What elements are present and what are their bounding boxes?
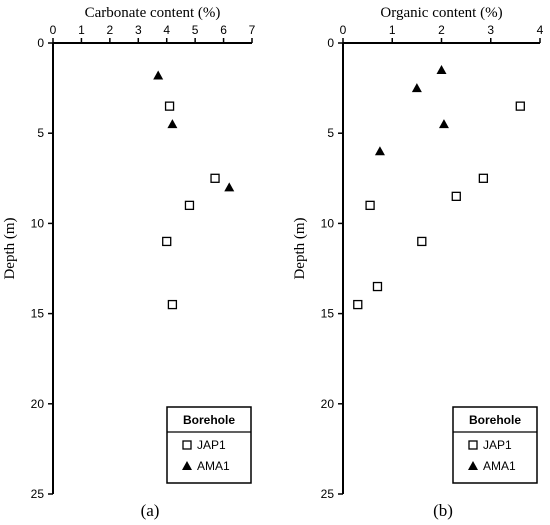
y-tick-label: 15 bbox=[321, 307, 335, 321]
legend-item-jap1: JAP1 bbox=[468, 438, 512, 452]
legend-label: JAP1 bbox=[197, 438, 226, 452]
chart-panel-a: 0 1 2 3 4 5 6 7 0 5 10 15 20 25 Carbonate content (%) D… bbox=[2, 5, 256, 520]
x-tick-label: 3 bbox=[487, 23, 494, 37]
legend-marker-square bbox=[182, 440, 192, 450]
y-axis-title: Depth (m) bbox=[2, 217, 18, 279]
data-point-triangle bbox=[167, 119, 178, 129]
series-ama1 bbox=[374, 65, 449, 156]
x-tick-label: 2 bbox=[438, 23, 445, 37]
y-tick-label: 0 bbox=[37, 36, 44, 50]
legend-title: Borehole bbox=[183, 413, 235, 427]
data-point-square bbox=[210, 173, 220, 183]
x-tick-label: 3 bbox=[135, 23, 142, 37]
y-tick-label: 5 bbox=[327, 126, 334, 140]
data-point-square bbox=[515, 101, 525, 111]
x-tick-label: 1 bbox=[389, 23, 396, 37]
legend-marker-square bbox=[468, 440, 478, 450]
legend-label: AMA1 bbox=[197, 459, 230, 473]
data-point-square bbox=[164, 101, 175, 111]
x-tick-label: 0 bbox=[340, 23, 347, 37]
legend-box bbox=[166, 406, 252, 484]
legend-marker-triangle bbox=[468, 461, 478, 470]
x-tick-label: 1 bbox=[78, 23, 85, 37]
data-point-square bbox=[417, 236, 427, 247]
data-point-square bbox=[167, 299, 178, 310]
x-tick-label: 2 bbox=[107, 23, 114, 37]
legend-item-jap1: JAP1 bbox=[182, 438, 226, 452]
legend: Borehole JAP1 AMA1 bbox=[166, 406, 252, 484]
data-point-triangle bbox=[224, 182, 235, 192]
x-tick-label: 7 bbox=[249, 23, 256, 37]
y-axis-title: Depth (m) bbox=[292, 217, 308, 279]
y-tick-label: 20 bbox=[321, 397, 335, 411]
x-tick-label: 4 bbox=[537, 23, 544, 37]
data-point-triangle bbox=[438, 119, 449, 129]
legend-label: AMA1 bbox=[483, 459, 516, 473]
series-jap1 bbox=[162, 101, 220, 310]
legend: Borehole JAP1 AMA1 bbox=[452, 406, 538, 484]
data-point-square bbox=[353, 299, 363, 310]
x-axis-title: Carbonate content (%) bbox=[85, 5, 221, 21]
chart-panel-b: 0 1 2 3 4 0 5 10 15 20 25 Organic content (%) Depth … bbox=[292, 5, 544, 520]
data-point-square bbox=[365, 200, 375, 211]
series-jap1 bbox=[353, 101, 525, 310]
y-tick-label: 25 bbox=[321, 487, 335, 501]
y-tick-label: 10 bbox=[31, 216, 45, 230]
legend-box bbox=[452, 406, 538, 484]
legend-item-ama1: AMA1 bbox=[182, 459, 230, 473]
data-point-square bbox=[372, 281, 383, 292]
y-tick-label: 25 bbox=[31, 487, 45, 501]
x-tick-label: 0 bbox=[50, 23, 57, 37]
data-point-square bbox=[162, 236, 172, 247]
data-point-triangle bbox=[411, 83, 422, 93]
data-point-triangle bbox=[436, 65, 447, 75]
series-ama1 bbox=[153, 70, 235, 192]
legend-title: Borehole bbox=[469, 413, 521, 427]
y-tick-label: 5 bbox=[37, 126, 44, 140]
panel-label: (a) bbox=[141, 501, 160, 520]
panel-label: (b) bbox=[433, 501, 453, 520]
y-tick-label: 10 bbox=[321, 216, 335, 230]
x-tick-label: 5 bbox=[192, 23, 199, 37]
data-point-triangle bbox=[374, 146, 385, 156]
data-point-triangle bbox=[153, 70, 164, 80]
y-tick-label: 20 bbox=[31, 397, 45, 411]
x-axis-title: Organic content (%) bbox=[380, 5, 502, 21]
legend-marker-triangle bbox=[182, 461, 192, 470]
y-tick-label: 15 bbox=[31, 307, 45, 321]
data-point-square bbox=[451, 191, 461, 201]
legend-label: JAP1 bbox=[483, 438, 512, 452]
x-tick-label: 4 bbox=[163, 23, 170, 37]
data-point-square bbox=[478, 173, 489, 183]
data-point-square bbox=[184, 200, 195, 211]
y-tick-label: 0 bbox=[327, 36, 334, 50]
x-tick-label: 6 bbox=[220, 23, 227, 37]
legend-item-ama1: AMA1 bbox=[468, 459, 516, 473]
